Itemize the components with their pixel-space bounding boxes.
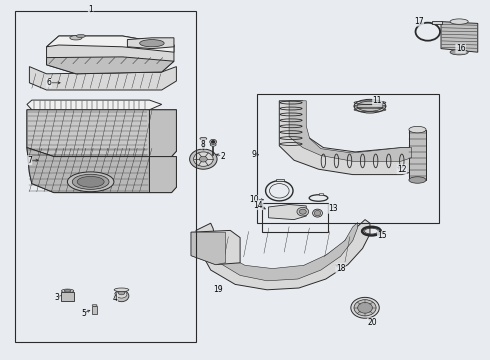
Ellipse shape <box>354 99 386 113</box>
Circle shape <box>210 139 217 144</box>
Text: 9: 9 <box>251 150 256 159</box>
Polygon shape <box>27 148 149 193</box>
Text: 5: 5 <box>81 309 86 318</box>
Text: 12: 12 <box>397 165 407 174</box>
Circle shape <box>194 152 213 166</box>
Text: 20: 20 <box>368 318 377 327</box>
Bar <box>276 179 284 181</box>
Polygon shape <box>127 38 174 49</box>
Ellipse shape <box>73 174 109 189</box>
Polygon shape <box>149 157 176 193</box>
Text: 8: 8 <box>201 140 206 149</box>
Text: 15: 15 <box>377 231 387 240</box>
Text: 19: 19 <box>213 285 223 294</box>
Polygon shape <box>47 36 174 52</box>
Bar <box>15 11 196 342</box>
Ellipse shape <box>354 300 376 316</box>
Text: 11: 11 <box>372 96 382 105</box>
Ellipse shape <box>409 126 426 133</box>
Text: 6: 6 <box>47 78 51 87</box>
Text: 4: 4 <box>113 294 118 303</box>
Bar <box>92 306 97 314</box>
Ellipse shape <box>67 172 114 192</box>
Ellipse shape <box>358 302 372 313</box>
Ellipse shape <box>119 291 124 295</box>
Text: 16: 16 <box>456 44 466 53</box>
Ellipse shape <box>200 138 207 140</box>
Polygon shape <box>207 222 358 281</box>
Ellipse shape <box>70 36 82 40</box>
Text: 13: 13 <box>328 204 338 213</box>
Polygon shape <box>289 101 412 161</box>
Bar <box>318 193 323 195</box>
Ellipse shape <box>357 101 383 111</box>
Ellipse shape <box>409 177 426 183</box>
Circle shape <box>212 141 215 143</box>
Ellipse shape <box>450 19 468 24</box>
Text: 3: 3 <box>54 292 59 302</box>
Ellipse shape <box>116 291 127 298</box>
Polygon shape <box>29 67 176 90</box>
Polygon shape <box>27 100 162 110</box>
Ellipse shape <box>64 290 71 292</box>
Text: 2: 2 <box>220 152 225 161</box>
Polygon shape <box>196 220 370 290</box>
Circle shape <box>199 156 207 162</box>
Polygon shape <box>441 22 478 52</box>
Ellipse shape <box>140 40 164 47</box>
Polygon shape <box>191 230 240 265</box>
Polygon shape <box>269 204 306 220</box>
Text: 18: 18 <box>336 264 345 273</box>
Ellipse shape <box>351 297 379 318</box>
Ellipse shape <box>313 209 322 217</box>
Bar <box>257 94 439 223</box>
Ellipse shape <box>62 289 74 293</box>
Ellipse shape <box>450 50 468 55</box>
Circle shape <box>299 209 306 214</box>
Polygon shape <box>409 130 426 180</box>
Ellipse shape <box>76 35 85 38</box>
Text: 10: 10 <box>249 195 259 204</box>
Polygon shape <box>27 148 176 193</box>
Circle shape <box>297 207 309 216</box>
Polygon shape <box>191 232 225 265</box>
Ellipse shape <box>92 305 97 306</box>
Ellipse shape <box>114 290 129 302</box>
Circle shape <box>190 149 217 169</box>
Text: 7: 7 <box>27 156 32 165</box>
Text: 14: 14 <box>253 201 263 210</box>
Ellipse shape <box>114 288 129 292</box>
Polygon shape <box>47 57 174 74</box>
Ellipse shape <box>210 143 216 146</box>
Ellipse shape <box>77 176 104 187</box>
Bar <box>432 21 442 24</box>
Polygon shape <box>47 36 174 74</box>
Polygon shape <box>27 110 176 157</box>
Polygon shape <box>27 110 149 157</box>
Polygon shape <box>149 110 176 157</box>
Text: 17: 17 <box>414 17 424 26</box>
Ellipse shape <box>315 211 320 216</box>
Text: 1: 1 <box>88 5 93 14</box>
Bar <box>61 292 74 301</box>
Polygon shape <box>279 101 421 175</box>
Bar <box>262 203 328 232</box>
